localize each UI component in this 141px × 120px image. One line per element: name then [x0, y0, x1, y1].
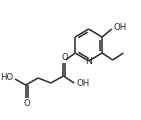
Text: OH: OH [76, 79, 89, 89]
Text: N: N [85, 57, 92, 66]
Text: HO: HO [1, 72, 14, 81]
Text: O: O [61, 54, 68, 63]
Text: OH: OH [114, 24, 127, 33]
Text: O: O [23, 99, 30, 108]
